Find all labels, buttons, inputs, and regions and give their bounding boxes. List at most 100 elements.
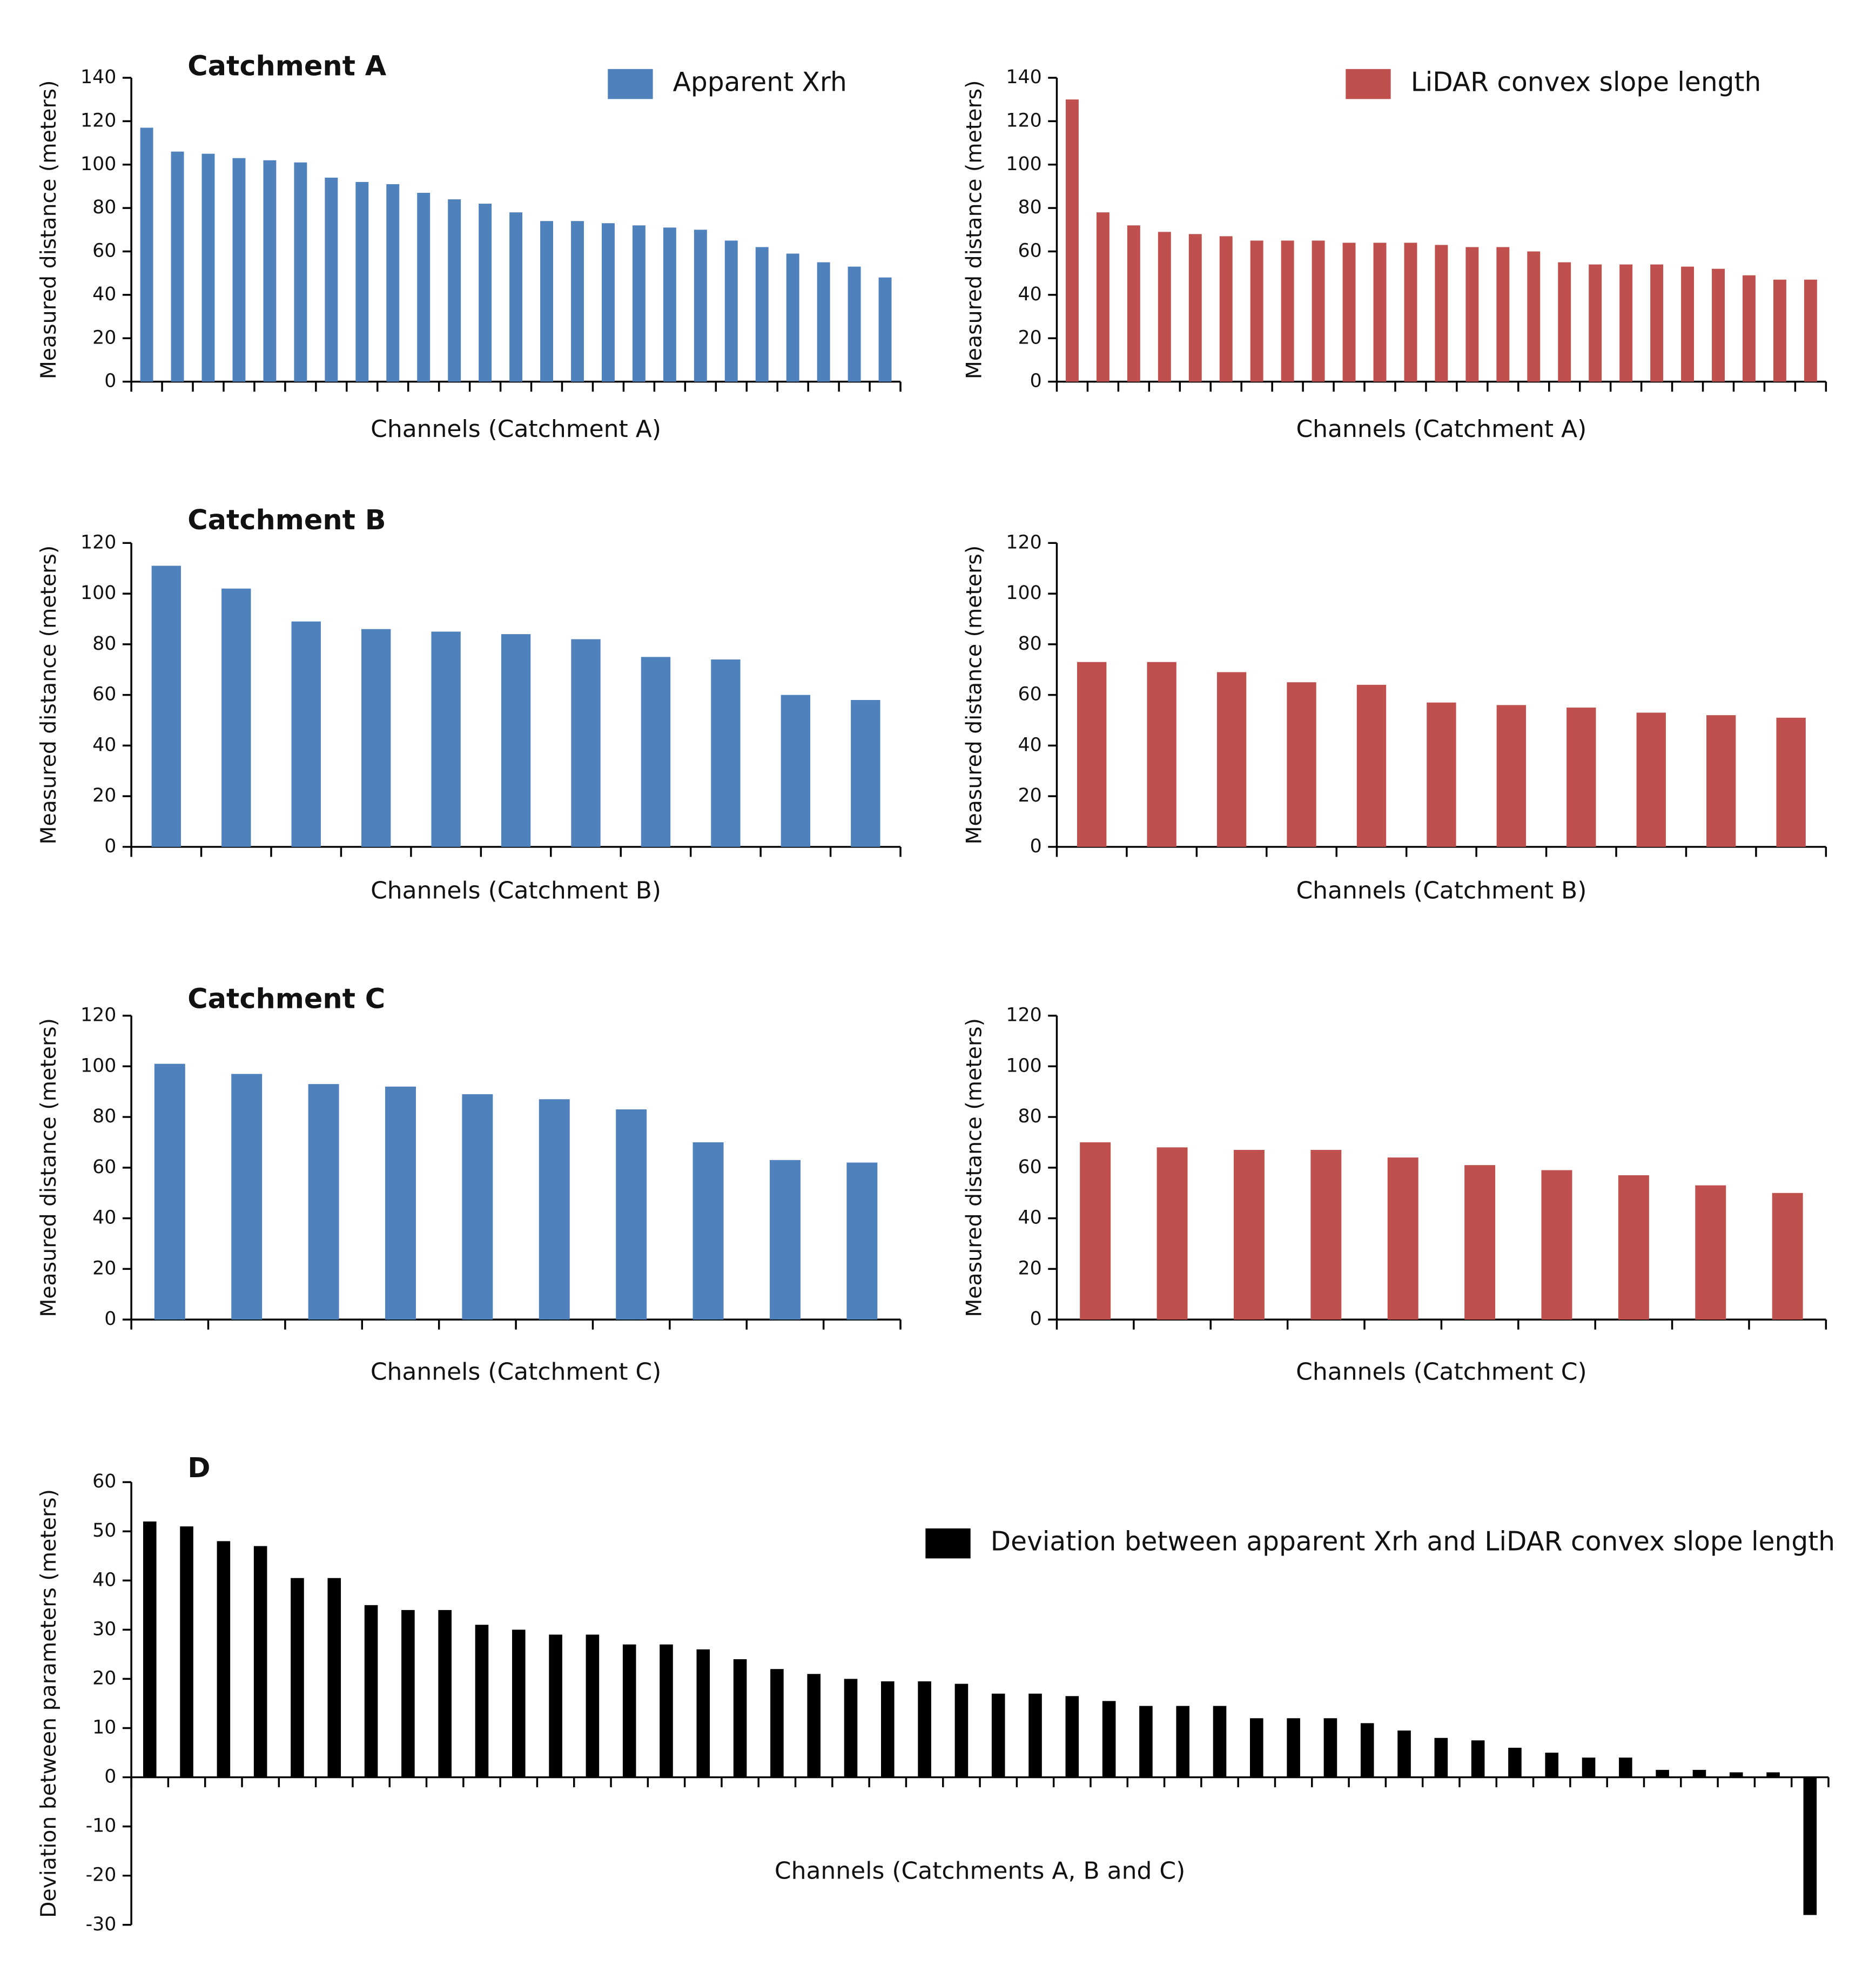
bar [1250,1718,1263,1778]
bar [327,1578,341,1778]
bar [1356,684,1387,847]
y-tick-label: 40 [92,1207,116,1229]
bar [692,1142,724,1320]
y-tick-label: 100 [1006,153,1041,175]
bar [1545,1753,1559,1778]
bar [571,639,601,847]
y-axis-label: Deviation between parameters (meters) [36,1489,61,1918]
bar [431,631,461,847]
bar [221,588,251,847]
bar [1729,1772,1743,1778]
y-tick-label: 120 [1006,531,1041,553]
y-tick-label: 60 [92,684,116,705]
bar [540,221,553,382]
bar [479,204,492,382]
bar [1387,1157,1418,1320]
bar [848,266,861,382]
bar [616,1109,647,1320]
bar [1435,245,1448,382]
bar [364,1605,378,1778]
y-tick-label: 60 [92,1156,116,1178]
bar [694,230,707,382]
bar [1695,1185,1726,1320]
bar [539,1099,570,1320]
bar [918,1681,931,1778]
bar [755,247,769,382]
bar [1233,1150,1265,1320]
bar [786,253,799,382]
legend-swatch [1346,69,1391,99]
bar [733,1659,747,1778]
y-tick-label: 80 [92,1106,116,1127]
y-tick-label: 0 [104,371,116,392]
bar [501,634,531,847]
y-tick-label: 0 [104,836,116,857]
y-tick-label: 120 [80,531,116,553]
chart-title: D [187,1452,210,1484]
y-tick-label: 120 [1006,1005,1041,1026]
y-tick-label: 80 [1018,633,1041,655]
legend-swatch [925,1528,971,1559]
bar [143,1521,157,1778]
bar [1156,1147,1188,1320]
bar [1213,1706,1227,1778]
y-axis-label: Measured distance (meters) [961,80,986,379]
y-tick-label: 140 [1006,66,1041,88]
y-tick-label: 40 [92,734,116,756]
y-tick-label: 0 [1030,836,1042,857]
bar [1065,1696,1079,1778]
bar [1589,264,1602,382]
bar [180,1526,193,1778]
bar [462,1094,493,1320]
bar [1360,1723,1374,1778]
bar [294,162,307,382]
y-axis-label: Measured distance (meters) [961,1018,986,1317]
bar [1287,1718,1300,1778]
bar [1373,243,1387,382]
y-tick-label: 140 [80,66,116,88]
bar [325,177,338,382]
x-axis-label: Channels (Catchment B) [1296,877,1586,904]
bar [512,1630,526,1778]
x-axis-label: Channels (Catchment B) [371,877,661,904]
legend-label: LiDAR convex slope length [1411,68,1761,98]
y-tick-label: 100 [80,582,116,604]
bar [1508,1747,1522,1778]
y-tick-label: 40 [1018,734,1041,756]
bar [1496,247,1510,382]
bar [1404,243,1417,382]
y-tick-label: 80 [92,197,116,218]
bar [1219,236,1233,382]
bar [1636,712,1666,847]
bar [1077,662,1107,847]
bar [154,1063,185,1320]
bar [1102,1701,1116,1778]
bar [696,1649,710,1778]
bar [355,181,369,382]
y-tick-label: 20 [1018,327,1041,348]
y-axis-label: Measured distance (meters) [36,80,61,379]
bar [641,657,671,847]
bar [601,223,615,382]
legend-swatch [608,69,653,99]
x-axis-label: Channels (Catchment C) [371,1358,662,1386]
y-tick-label: 0 [104,1766,116,1788]
y-tick-label: 0 [1030,371,1042,392]
legend-label: Deviation between apparent Xrh and LiDAR… [991,1527,1835,1557]
bar [1312,240,1325,382]
bar [1619,1758,1632,1778]
bar [263,160,277,382]
y-tick-label: 80 [1018,1106,1041,1127]
bar [1618,1175,1649,1320]
y-tick-label: 50 [92,1520,116,1541]
x-axis-label: Channels (Catchment A) [1296,415,1586,443]
y-tick-label: 80 [92,633,116,655]
bar [991,1693,1005,1778]
bar [1712,268,1725,382]
bar [851,700,880,847]
bar [878,277,892,382]
bar [817,262,830,382]
y-tick-label: 100 [80,153,116,175]
